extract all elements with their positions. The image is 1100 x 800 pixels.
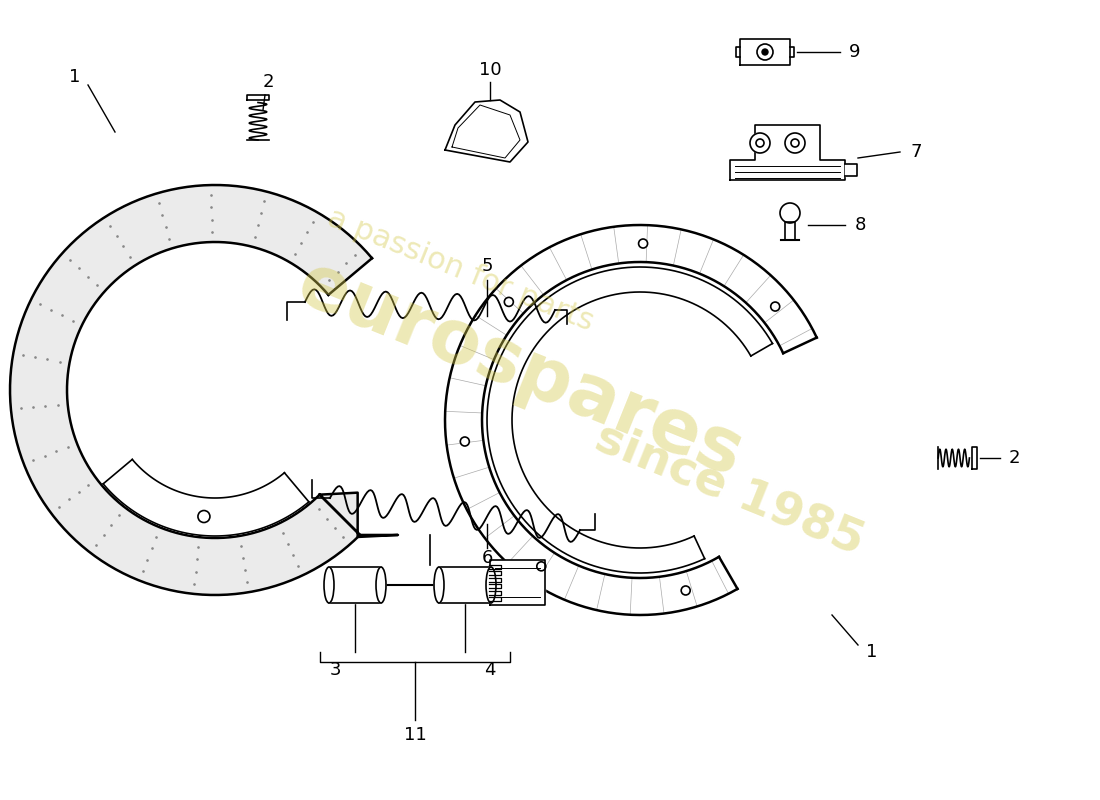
- Polygon shape: [785, 222, 795, 240]
- Text: 4: 4: [484, 661, 496, 679]
- Text: eurospares: eurospares: [286, 247, 754, 493]
- Text: 8: 8: [855, 216, 866, 234]
- Circle shape: [785, 133, 805, 153]
- Circle shape: [757, 44, 773, 60]
- Text: 11: 11: [404, 726, 427, 744]
- Text: a passion for parts: a passion for parts: [322, 203, 597, 337]
- Ellipse shape: [324, 567, 334, 603]
- Circle shape: [780, 203, 800, 223]
- Circle shape: [756, 139, 764, 147]
- Polygon shape: [10, 185, 372, 595]
- Ellipse shape: [486, 567, 496, 603]
- Text: 10: 10: [478, 61, 502, 79]
- Text: since 1985: since 1985: [588, 415, 871, 565]
- Polygon shape: [439, 567, 491, 603]
- Polygon shape: [248, 95, 270, 100]
- Polygon shape: [320, 493, 398, 537]
- Polygon shape: [446, 100, 528, 162]
- Circle shape: [762, 49, 768, 55]
- Polygon shape: [740, 39, 790, 65]
- Text: 2: 2: [262, 73, 274, 91]
- Polygon shape: [487, 267, 772, 573]
- Polygon shape: [103, 459, 309, 536]
- Circle shape: [198, 510, 210, 522]
- Ellipse shape: [434, 567, 444, 603]
- Text: 5: 5: [482, 257, 493, 275]
- Text: 9: 9: [849, 43, 860, 61]
- Circle shape: [681, 586, 690, 595]
- Circle shape: [771, 302, 780, 311]
- Polygon shape: [845, 164, 857, 176]
- Text: 2: 2: [1009, 449, 1020, 467]
- Text: 1: 1: [69, 68, 80, 86]
- Circle shape: [504, 298, 514, 306]
- Circle shape: [750, 133, 770, 153]
- Polygon shape: [971, 447, 977, 469]
- Circle shape: [791, 139, 799, 147]
- Polygon shape: [730, 125, 845, 180]
- Circle shape: [639, 239, 648, 248]
- Ellipse shape: [376, 567, 386, 603]
- Circle shape: [537, 562, 546, 571]
- Text: 1: 1: [867, 643, 878, 661]
- Polygon shape: [446, 225, 816, 615]
- Circle shape: [460, 437, 470, 446]
- Text: 7: 7: [911, 143, 922, 161]
- Text: 3: 3: [329, 661, 341, 679]
- Polygon shape: [329, 567, 381, 603]
- Polygon shape: [490, 560, 544, 605]
- Text: 6: 6: [482, 549, 493, 567]
